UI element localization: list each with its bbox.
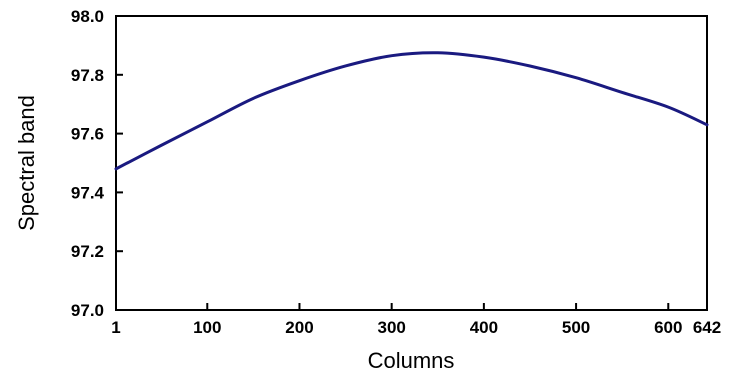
x-tick-label: 642 bbox=[693, 318, 721, 337]
series-line bbox=[114, 51, 709, 171]
y-tick-label: 97.2 bbox=[71, 242, 104, 261]
y-tick-label: 98.0 bbox=[71, 7, 104, 26]
x-tick-label: 600 bbox=[654, 318, 682, 337]
x-axis-label: Columns bbox=[368, 348, 455, 373]
y-tick-label: 97.6 bbox=[71, 125, 104, 144]
x-tick-label: 1 bbox=[111, 318, 120, 337]
y-axis-label: Spectral band bbox=[14, 95, 39, 231]
y-tick-label: 97.4 bbox=[71, 183, 105, 202]
plot-area-frame bbox=[115, 15, 708, 311]
x-tick-label: 500 bbox=[562, 318, 590, 337]
x-tick-label: 400 bbox=[470, 318, 498, 337]
y-tick-label: 97.8 bbox=[71, 66, 104, 85]
x-tick-label: 300 bbox=[377, 318, 405, 337]
x-tick-label: 200 bbox=[285, 318, 313, 337]
x-tick-label: 100 bbox=[193, 318, 221, 337]
y-tick-label: 97.0 bbox=[71, 301, 104, 320]
